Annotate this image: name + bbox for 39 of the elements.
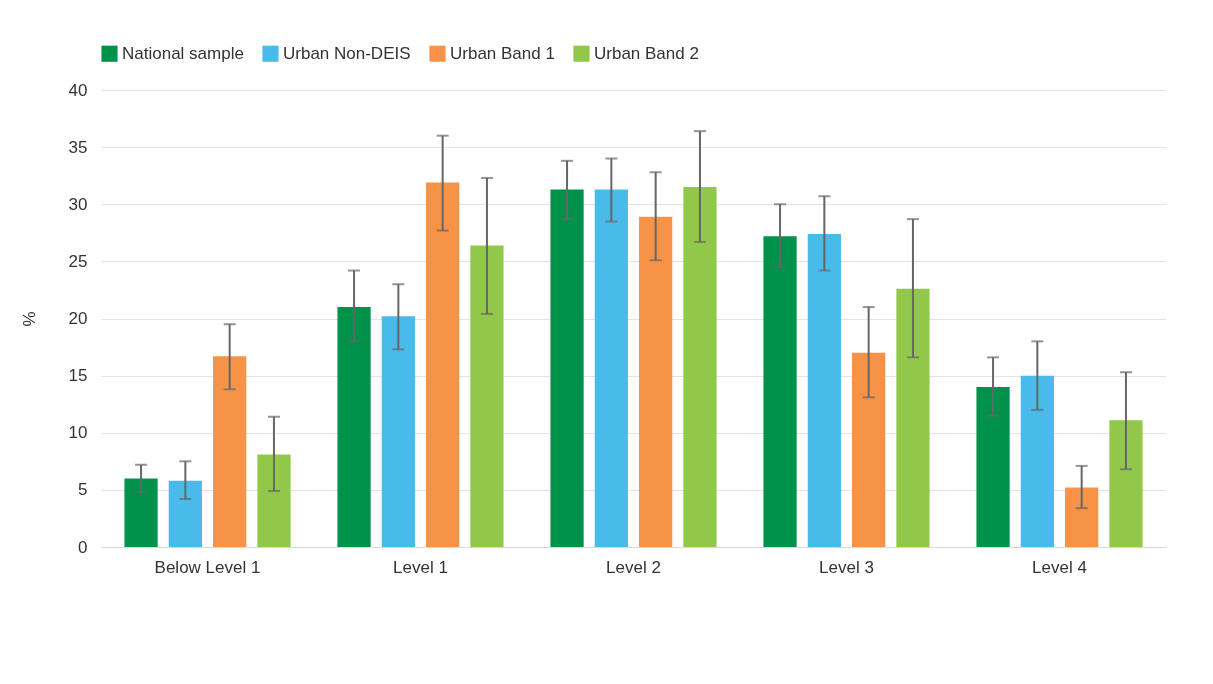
y-tick-label: 5 (78, 480, 88, 500)
bar (594, 189, 628, 547)
x-tick-label: Level 1 (393, 557, 448, 577)
bar (976, 387, 1010, 547)
x-tick-label: Level 4 (1032, 557, 1087, 577)
bar (168, 480, 202, 547)
legend-label: Urban Non-DEIS (283, 43, 411, 63)
legend-label: National sample (122, 43, 244, 63)
bar (852, 352, 886, 547)
bar (683, 187, 717, 547)
bar (124, 478, 158, 547)
y-tick-label: 30 (68, 194, 88, 214)
y-tick-label: 15 (68, 366, 88, 386)
y-tick-label: 10 (68, 423, 88, 443)
bar (381, 316, 415, 547)
bar (257, 454, 291, 547)
bar (639, 216, 673, 547)
y-tick-label: 35 (68, 137, 88, 157)
bar (550, 189, 584, 547)
bar (896, 288, 930, 547)
bar (337, 307, 371, 547)
y-tick-label: 20 (68, 309, 88, 328)
bar (807, 233, 841, 547)
bar (1020, 375, 1054, 547)
x-tick-label: Below Level 1 (154, 557, 261, 577)
bar (1065, 487, 1099, 547)
y-tick-label: 0 (78, 537, 88, 557)
y-axis-title: % (19, 311, 39, 327)
y-tick-label: 40 (68, 80, 88, 100)
legend-label: Urban Band 2 (594, 43, 699, 63)
bar (426, 182, 460, 547)
x-tick-label: Level 2 (606, 557, 661, 577)
bar (470, 245, 504, 547)
bar (763, 236, 797, 547)
bar (1109, 420, 1143, 547)
x-tick-label: Level 3 (819, 557, 874, 577)
legend-label: Urban Band 1 (450, 43, 555, 63)
bar (213, 356, 247, 547)
y-tick-label: 25 (68, 251, 88, 271)
